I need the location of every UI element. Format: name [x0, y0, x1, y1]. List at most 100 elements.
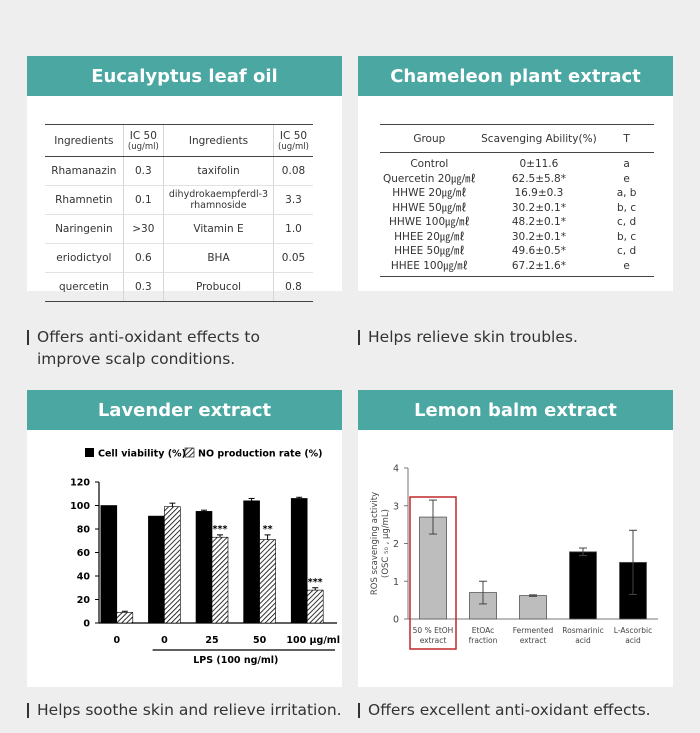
table-row: HHEE 100㎍/㎖ 67.2±1.6* e	[380, 258, 654, 277]
caption-bar	[358, 330, 360, 345]
caption: Offers excellent anti-oxidant effects.	[358, 699, 678, 721]
y-tick-label: 20	[77, 595, 91, 606]
lemon-balm-chart: ROS scavenging activity (OSC ₅₀ , μg/mL) 0…	[370, 464, 658, 650]
x-tick-label: extract	[420, 636, 447, 645]
table-cell: 0±11.6	[519, 158, 559, 170]
x-tick-label: 0	[161, 635, 168, 646]
table-cell: 1.0	[273, 214, 313, 244]
y-tick-label: 100	[70, 501, 90, 512]
x-tick-label: 100 μg/ml	[286, 635, 340, 646]
ingredients-table: Ingredients IC 50 (ug/ml) Ingredients IC…	[45, 124, 313, 302]
table-cell: HHEE 20㎍/㎖	[394, 230, 465, 243]
y-tick-label: 4	[393, 464, 399, 475]
caption-bar	[358, 703, 360, 718]
table-row: HHWE 50㎍/㎖ 30.2±0.1* b, c	[380, 201, 654, 216]
table-cell: Probucol	[163, 272, 274, 302]
table-cell: 16.9±0.3	[514, 187, 564, 199]
card-title: Lavender extract	[27, 390, 342, 430]
table-cell: HHEE 100㎍/㎖	[380, 258, 479, 277]
y-tick-label: 0	[393, 615, 399, 626]
x-tick-label: 25	[205, 635, 218, 646]
table-row: HHEE 20㎍/㎖ 30.2±0.1* b, c	[380, 230, 654, 245]
table-cell: e	[599, 258, 654, 277]
significance-label: ***	[308, 577, 323, 588]
x-tick-label: 50	[253, 635, 267, 646]
x-tick-label: EtOAc	[472, 626, 495, 635]
bar	[569, 551, 597, 620]
table-cell: Control	[410, 158, 449, 170]
table-cell: 0.08	[273, 156, 313, 186]
y-axis-label: (OSC ₅₀ , μg/mL)	[381, 509, 391, 578]
table-row: quercetin 0.3 Probucol 0.8	[45, 272, 313, 302]
card-chameleon: Chameleon plant extract Group Scavenging…	[358, 56, 673, 291]
table-cell: Rhamnetin	[45, 185, 124, 215]
table-cell: b, c	[617, 230, 637, 243]
table-header: T	[599, 124, 654, 153]
x-tick-label: 50 % EtOH	[413, 626, 454, 635]
table-row: Rhamanazin 0.3 taxifolin 0.08	[45, 156, 313, 186]
table-cell: Naringenin	[45, 214, 124, 244]
table-cell: >30	[122, 214, 164, 244]
y-tick-label: 120	[70, 478, 90, 489]
card-lavender: Lavender extract Cell viability (%) NO pr…	[27, 390, 342, 687]
lavender-chart: Cell viability (%) NO production rate (%)…	[70, 447, 340, 666]
y-tick-label: 0	[83, 619, 90, 630]
y-tick-label: 1	[393, 577, 399, 588]
bar	[306, 589, 324, 624]
table-row: Rhamnetin 0.1 dihydrokaempferdl-3 rhamnosi…	[45, 185, 313, 215]
table-row: eriodictyol 0.6 BHA 0.05	[45, 243, 313, 273]
table-cell: 62.5±5.8*	[511, 172, 566, 185]
y-tick-label: 40	[77, 572, 91, 583]
table-cell: HHEE 50㎍/㎖	[394, 245, 465, 257]
table-row: HHWE 20㎍/㎖ 16.9±0.3 a, b	[380, 186, 654, 201]
x-tick-label: acid	[625, 636, 641, 645]
x-tick-label: Rosmarinic	[562, 626, 603, 635]
bar	[259, 539, 276, 624]
scavenging-table: Group Scavenging Ability(%) T Control 0±1…	[380, 124, 654, 277]
x-tick-label: L-Ascorbic	[614, 626, 652, 635]
table-cell: 0.05	[273, 243, 313, 273]
table-cell: 0.8	[273, 272, 313, 302]
table-cell: HHWE 100㎍/㎖	[388, 216, 470, 228]
table-cell: BHA	[163, 243, 274, 273]
bar	[164, 506, 181, 624]
legend-label: NO production rate (%)	[198, 449, 323, 460]
group-label: LPS (100 ng/ml)	[193, 655, 278, 666]
table-cell: 49.6±0.5*	[511, 245, 566, 257]
table-cell: 3.3	[273, 185, 313, 215]
table-cell: c, d	[617, 245, 637, 257]
bar	[243, 500, 260, 624]
table-row: Quercetin 20㎍/㎖ 62.5±5.8* e	[380, 172, 654, 187]
caption: Offers anti-oxidant effects to improve s…	[27, 326, 347, 370]
significance-label: ***	[213, 524, 228, 535]
significance-label: **	[263, 524, 273, 535]
table-header: IC 50 (ug/ml)	[122, 124, 164, 157]
bar	[290, 498, 308, 624]
caption: Helps relieve skin troubles.	[358, 326, 678, 348]
table-row: Control 0±11.6 a	[380, 153, 654, 172]
bar	[419, 516, 447, 620]
table-cell: HHWE 20㎍/㎖	[392, 187, 467, 199]
table-header: Ingredients	[45, 124, 124, 157]
bar	[195, 511, 213, 624]
table-cell: Quercetin 20㎍/㎖	[383, 172, 476, 185]
table-row: Naringenin >30 Vitamin E 1.0	[45, 214, 313, 244]
y-tick-label: 60	[77, 548, 91, 559]
y-tick-label: 2	[393, 539, 399, 550]
table-cell: 67.2±1.6*	[478, 258, 600, 277]
y-tick-label: 3	[393, 501, 399, 512]
card-title: Chameleon plant extract	[358, 56, 673, 96]
bar	[211, 536, 229, 624]
bar	[519, 595, 547, 620]
card-lemon-balm: Lemon balm extract ROS scavenging activi…	[358, 390, 673, 687]
table-header: Scavenging Ability(%)	[478, 124, 600, 153]
table-header: Group	[380, 124, 479, 153]
table-cell: Rhamanazin	[45, 156, 124, 186]
bar	[116, 612, 134, 624]
table-cell: 0.1	[122, 185, 164, 215]
y-tick-label: 80	[77, 525, 91, 536]
x-tick-label: fraction	[469, 636, 498, 645]
y-axis-label: ROS scavenging activity	[370, 492, 380, 595]
table-cell: e	[623, 172, 630, 185]
table-cell: dihydrokaempferdl-3 rhamnoside	[163, 185, 274, 215]
